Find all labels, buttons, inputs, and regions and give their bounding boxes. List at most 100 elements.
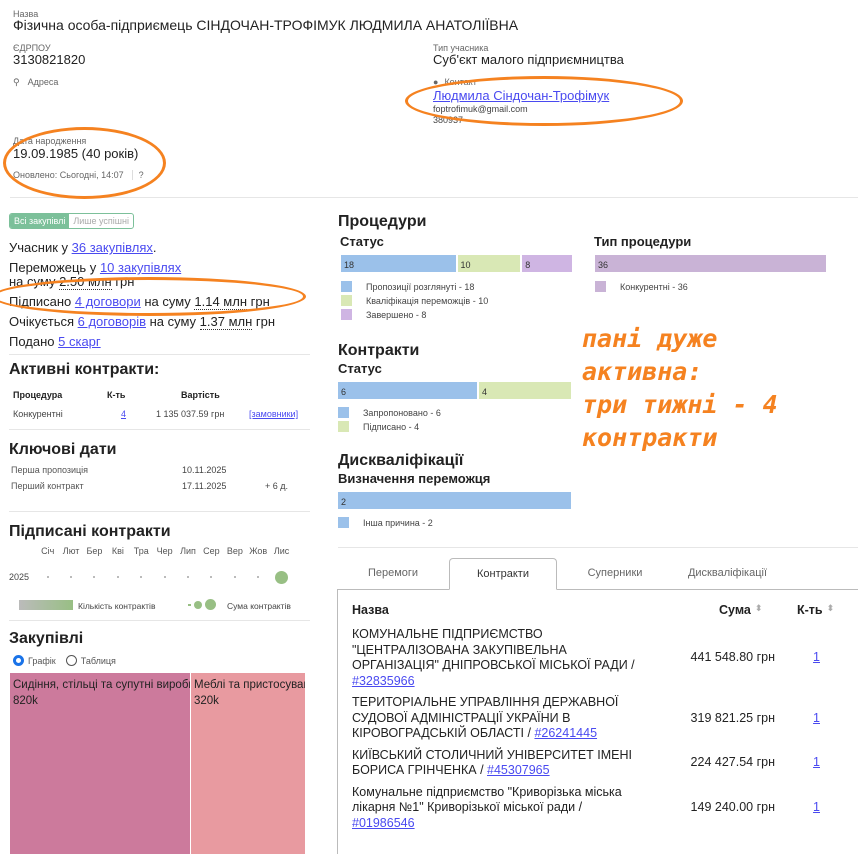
contract-dot xyxy=(275,570,289,584)
col-value: Вартість xyxy=(181,390,220,400)
pending-contracts-link[interactable]: 6 договорів xyxy=(77,314,146,329)
buyer-name: Комунальне підприємство "Криворізька міс… xyxy=(352,784,622,830)
month-dot[interactable] xyxy=(176,570,199,584)
disq-legend-label: Інша причина - 2 xyxy=(363,517,433,528)
treemap-tile[interactable]: Сидіння, стільці та супутні вироби 820k xyxy=(10,673,191,854)
buyer-code-link[interactable]: #01986546 xyxy=(352,815,415,830)
proc-status-bar[interactable]: 8 xyxy=(522,255,572,272)
active-count-link[interactable]: 4 xyxy=(121,409,127,419)
proc-status-bar[interactable]: 10 xyxy=(457,255,521,272)
complaints-link[interactable]: 5 скарг xyxy=(58,334,101,349)
date-label: Перша пропозиція xyxy=(11,465,89,475)
count-gradient-legend xyxy=(19,600,73,610)
date-value: 17.11.2025 xyxy=(182,481,227,491)
address[interactable]: ⚲ Адреса xyxy=(13,77,58,88)
contract-count-link[interactable]: 1 xyxy=(813,800,820,814)
buyer-code-link[interactable]: #26241445 xyxy=(534,726,598,740)
participations-link[interactable]: 36 закупівлях xyxy=(71,240,153,255)
customers-link[interactable]: [замовники] xyxy=(249,409,299,419)
radio-table[interactable] xyxy=(65,655,77,666)
month-label: Вер xyxy=(226,546,243,556)
contract-dot xyxy=(93,576,96,578)
tab-contracts[interactable]: Контракти xyxy=(449,558,557,590)
month-dot[interactable] xyxy=(223,570,246,584)
filter-success[interactable]: Лише успішні xyxy=(73,216,129,226)
contract-dot xyxy=(257,576,260,578)
proc-status-bar[interactable]: 18 xyxy=(341,255,456,272)
radio-chart[interactable] xyxy=(13,655,24,666)
date-diff: + 6 д. xyxy=(265,481,289,491)
contract-dot xyxy=(233,576,236,578)
buyer-name: КОМУНАЛЬНЕ ПІДПРИЄМСТВО "ЦЕНТРАЛІЗОВАНА … xyxy=(352,627,635,688)
contract-sum: 224 427.54 грн xyxy=(690,755,775,770)
legend-sum-label: Сума контрактів xyxy=(227,601,291,611)
legend-swatch xyxy=(341,309,352,320)
contract-status-legend-label: Підписано - 4 xyxy=(363,421,420,432)
month-dot[interactable] xyxy=(247,570,270,584)
sum-size-legend xyxy=(188,599,216,610)
contract-dot xyxy=(210,576,213,578)
col-count-sort[interactable]: К-ть ⬍ xyxy=(797,603,835,617)
edrpou-label: ЄДРПОУ xyxy=(13,43,51,53)
name-label: Назва xyxy=(13,9,39,19)
month-label: Бер xyxy=(86,546,103,556)
month-dot[interactable] xyxy=(59,570,82,584)
key-dates-title: Ключові дати xyxy=(9,441,117,458)
month-label: Лют xyxy=(62,546,80,556)
contract-dot xyxy=(70,576,73,578)
radio-table-label: Таблиця xyxy=(80,655,116,666)
summary: Учасник у 36 закупівлях. Переможець у 10… xyxy=(9,240,276,349)
filter-toggle[interactable]: Всі закупівлі Лише успішні xyxy=(9,213,134,229)
contract-status-legend-item: Запропоновано - 6 xyxy=(338,407,441,418)
sort-icon[interactable]: ⬍ xyxy=(826,603,835,613)
contract-status-bar[interactable]: 6 xyxy=(338,382,477,399)
entity-name: Фізична особа-підприємець СІНДОЧАН-ТРОФІ… xyxy=(13,17,519,33)
col-sum-sort[interactable]: Сума ⬍ xyxy=(719,603,763,617)
month-dot[interactable] xyxy=(130,570,153,584)
signed-contracts-link[interactable]: 4 договори xyxy=(74,294,141,309)
contact-name-link[interactable]: Людмила Сіндочан-Трофімук xyxy=(433,88,610,103)
contract-dot xyxy=(163,576,166,578)
month-dot[interactable] xyxy=(83,570,106,584)
contract-count-link[interactable]: 1 xyxy=(813,650,820,665)
contract-status-legend-label: Запропоновано - 6 xyxy=(363,407,441,418)
month-dot[interactable] xyxy=(200,570,223,584)
active-value: 1 135 037.59 грн xyxy=(156,409,225,419)
contract-count-link[interactable]: 1 xyxy=(813,755,820,770)
map-pin-icon: ⚲ xyxy=(13,77,20,87)
buyer-code-link[interactable]: #32835966 xyxy=(352,673,415,688)
help-icon[interactable]: ? xyxy=(131,170,144,180)
treemap-tile[interactable]: Меблі та пристосування320k xyxy=(191,673,305,854)
month-dot[interactable] xyxy=(270,570,293,584)
month-label: Січ xyxy=(41,546,55,556)
sort-icon[interactable]: ⬍ xyxy=(754,603,763,613)
proc-type-bar[interactable]: 36 xyxy=(595,255,826,272)
disq-bar[interactable]: 2 xyxy=(338,492,571,509)
date-value: 10.11.2025 xyxy=(182,465,227,475)
proc-status-legend-item: Завершено - 8 xyxy=(341,309,426,320)
legend-swatch xyxy=(338,421,349,432)
date-label: Перший контракт xyxy=(11,481,84,491)
table-row: Комунальне підприємство "Криворізька міс… xyxy=(352,785,847,832)
updated-text: Оновлено: Сьогодні, 14:07 xyxy=(13,170,124,180)
month-dot[interactable] xyxy=(106,570,129,584)
contract-status-legend-item: Підписано - 4 xyxy=(338,421,419,432)
legend-swatch xyxy=(338,407,349,418)
contact-label: Контакт xyxy=(444,77,477,87)
month-label: Чер xyxy=(156,546,173,556)
tab-wins[interactable]: Перемоги xyxy=(367,567,419,579)
buyer-code-link[interactable]: #45307965 xyxy=(487,763,550,777)
tab-disqualifications[interactable]: Дискваліфікації xyxy=(687,567,768,579)
contract-status-bar[interactable]: 4 xyxy=(479,382,571,399)
proc-status-legend-label: Кваліфікація переможців - 10 xyxy=(366,295,489,306)
month-dot[interactable] xyxy=(153,570,176,584)
wins-link[interactable]: 10 закупівлях xyxy=(99,260,182,275)
tab-rivals[interactable]: Суперники xyxy=(587,567,643,579)
month-dot[interactable] xyxy=(36,570,59,584)
contract-dot xyxy=(46,576,49,578)
filter-all[interactable]: Всі закупівлі xyxy=(10,214,70,228)
contract-count-link[interactable]: 1 xyxy=(813,710,820,725)
active-contracts-title: Активні контракти: xyxy=(9,361,160,378)
proc-status-legend-label: Завершено - 8 xyxy=(366,309,427,320)
contract-dot xyxy=(140,576,143,578)
